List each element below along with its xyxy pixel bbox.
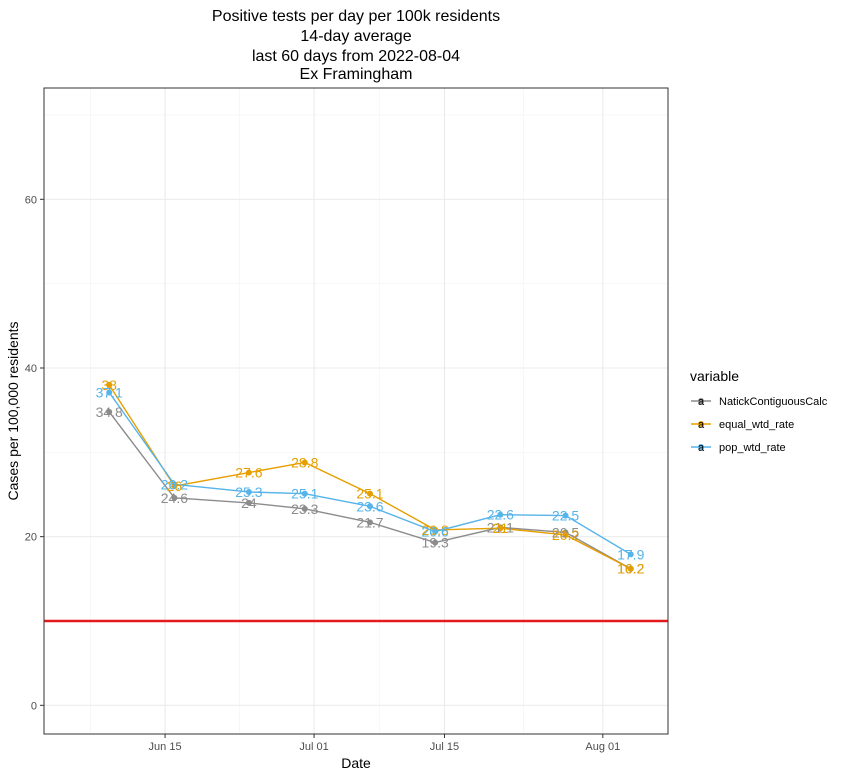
data-point-NatickContiguousCalc — [366, 519, 373, 526]
legend-item-pop_wtd_rate: a pop_wtd_rate — [691, 442, 786, 454]
data-label-equal_wtd_rate: 26 — [167, 478, 183, 494]
data-point-equal_wtd_rate — [366, 490, 373, 497]
plot-panel — [44, 88, 668, 734]
x-tick-label: Jun 15 — [149, 741, 182, 753]
y-tick-label: 20 — [25, 532, 37, 544]
data-label-NatickContiguousCalc: 34.8 — [96, 404, 123, 420]
data-label-NatickContiguousCalc: 16.2 — [617, 561, 644, 577]
data-point-pop_wtd_rate — [106, 389, 113, 396]
data-point-NatickContiguousCalc — [106, 408, 113, 415]
x-axis-ticks: Jun 15 Jul 01 Jul 15 Aug 01 — [149, 734, 620, 753]
data-label-pop_wtd_rate: 22.5 — [552, 508, 579, 524]
data-point-equal_wtd_rate — [106, 381, 113, 388]
data-label-equal_wtd_rate: 21 — [493, 520, 509, 536]
data-point-pop_wtd_rate — [301, 490, 308, 497]
data-point-equal_wtd_rate — [245, 469, 252, 476]
series-layer — [106, 381, 634, 572]
legend-title: variable — [690, 368, 739, 384]
title-line-4: Ex Framingham — [300, 66, 413, 83]
title-line-3: last 60 days from 2022-08-04 — [252, 48, 460, 65]
data-label-equal_wtd_rate: 28.8 — [291, 454, 318, 470]
data-label-NatickContiguousCalc: 24.6 — [161, 490, 188, 506]
data-label-equal_wtd_rate: 38 — [101, 377, 117, 393]
data-label-NatickContiguousCalc: 24 — [241, 495, 257, 511]
data-label-equal_wtd_rate: 25.1 — [356, 486, 383, 502]
data-point-NatickContiguousCalc — [301, 505, 308, 512]
data-label-pop_wtd_rate: 17.9 — [617, 546, 644, 562]
data-label-pop_wtd_rate: 23.6 — [356, 498, 383, 514]
y-tick-label: 60 — [25, 194, 37, 206]
x-tick-label: Jul 15 — [430, 741, 459, 753]
data-label-NatickContiguousCalc: 20.5 — [552, 524, 579, 540]
data-label-pop_wtd_rate: 25.3 — [235, 484, 262, 500]
legend-key-point — [698, 398, 704, 404]
data-label-pop_wtd_rate: 37.1 — [96, 384, 123, 400]
legend-item-equal_wtd_rate: a equal_wtd_rate — [691, 419, 794, 431]
data-point-pop_wtd_rate — [627, 551, 634, 558]
x-axis-title: Date — [341, 755, 371, 771]
data-point-equal_wtd_rate — [497, 525, 504, 532]
data-point-NatickContiguousCalc — [432, 539, 439, 546]
legend-label: pop_wtd_rate — [719, 442, 786, 454]
title-line-1: Positive tests per day per 100k resident… — [212, 8, 500, 25]
legend-label: NatickContiguousCalc — [719, 396, 828, 408]
data-point-pop_wtd_rate — [366, 503, 373, 510]
legend-key-glyph: a — [698, 442, 705, 454]
data-point-pop_wtd_rate — [497, 511, 504, 518]
legend-key-glyph: a — [698, 419, 705, 431]
data-label-NatickContiguousCalc: 21.7 — [356, 514, 383, 530]
data-label-pop_wtd_rate: 22.6 — [487, 507, 514, 523]
data-point-NatickContiguousCalc — [171, 494, 178, 501]
data-point-pop_wtd_rate — [245, 488, 252, 495]
data-point-pop_wtd_rate — [432, 528, 439, 535]
data-label-equal_wtd_rate: 16.2 — [617, 561, 644, 577]
legend-label: equal_wtd_rate — [719, 419, 794, 431]
data-label-pop_wtd_rate: 26.2 — [161, 476, 188, 492]
data-label-NatickContiguousCalc: 19.3 — [422, 535, 449, 551]
data-label-equal_wtd_rate: 20.8 — [422, 522, 449, 538]
data-point-NatickContiguousCalc — [245, 499, 252, 506]
legend-key-glyph: a — [698, 396, 705, 408]
data-point-pop_wtd_rate — [171, 481, 178, 488]
data-label-NatickContiguousCalc: 23.3 — [291, 501, 318, 517]
x-tick-label: Aug 01 — [585, 741, 620, 753]
title-line-2: 14-day average — [300, 28, 411, 45]
data-label-NatickContiguousCalc: 21.1 — [487, 519, 514, 535]
chart-title: Positive tests per day per 100k resident… — [212, 8, 500, 83]
plot-border — [43, 87, 669, 735]
legend-key-point — [698, 421, 704, 427]
data-label-equal_wtd_rate: 20.2 — [552, 527, 579, 543]
x-tick-label: Jul 01 — [299, 741, 328, 753]
data-point-equal_wtd_rate — [301, 459, 308, 466]
data-point-pop_wtd_rate — [562, 512, 569, 519]
legend: variable a NatickContiguousCalc a equal_wtd… — [690, 368, 828, 454]
data-point-equal_wtd_rate — [562, 531, 569, 538]
data-label-layer: 34.8 24.6 24 23.3 21.7 19.3 21.1 20.5 16.2 38 26 27… — [96, 377, 645, 577]
legend-key-point — [698, 444, 704, 450]
data-label-equal_wtd_rate: 27.6 — [235, 465, 262, 481]
y-tick-label: 40 — [25, 363, 37, 375]
data-label-pop_wtd_rate: 25.1 — [291, 486, 318, 502]
data-point-equal_wtd_rate — [627, 565, 634, 572]
y-axis-ticks: 0 20 40 60 — [25, 194, 44, 712]
y-axis-title: Cases per 100,000 residents — [5, 322, 21, 501]
y-tick-label: 0 — [31, 700, 37, 712]
data-label-pop_wtd_rate: 20.6 — [422, 524, 449, 540]
legend-item-NatickContiguousCalc: a NatickContiguousCalc — [691, 396, 828, 408]
